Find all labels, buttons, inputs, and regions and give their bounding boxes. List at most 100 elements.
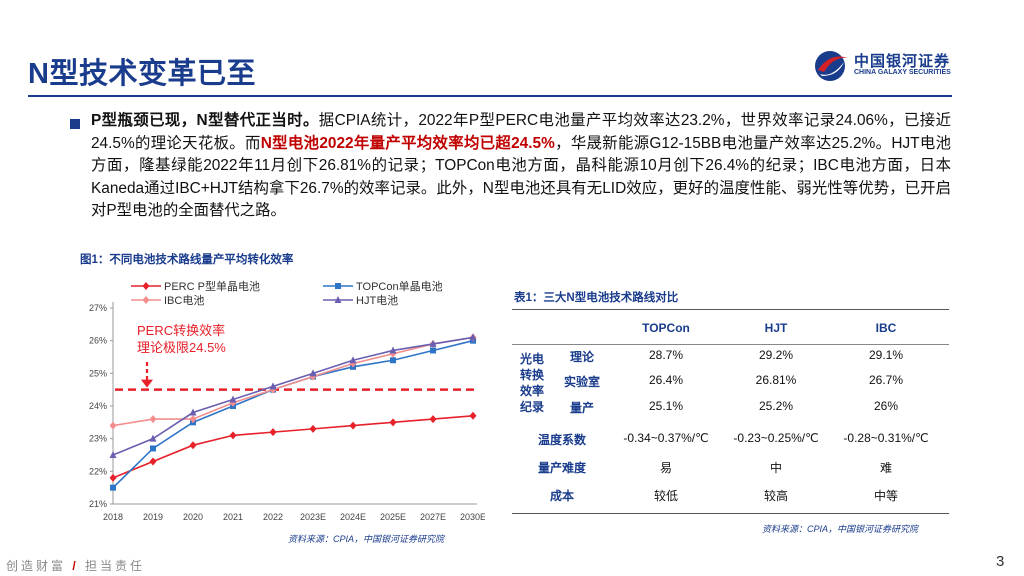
data-point — [349, 356, 357, 364]
column-header-hjt: HJT — [764, 321, 788, 335]
para-highlight: N型电池2022年量产平均效率均已超24.5% — [260, 134, 555, 152]
column-header-ibc: IBC — [875, 321, 897, 335]
row-label-theory: 理论 — [569, 350, 595, 364]
row-label-cost: 成本 — [549, 489, 575, 503]
data-point — [150, 445, 156, 452]
group-label-line-1: 光电 — [519, 352, 545, 366]
cell-difficulty-ibc: 难 — [879, 461, 893, 475]
x-tick-label: 2024E — [340, 512, 366, 522]
comparison-table: TOPCon HJT IBC 光电 转换 效率 纪录 理论 28.7% 29.2… — [512, 309, 949, 514]
x-tick-label: 2021 — [223, 512, 243, 522]
cell-temp-hjt: -0.23~0.25%/℃ — [733, 431, 819, 445]
y-tick-label: 26% — [89, 336, 107, 346]
page-title: N型技术变革已至 — [28, 58, 256, 90]
logo-english-name: CHINA GALAXY SECURITIES — [854, 69, 951, 76]
figure-title: 图1：不同电池技术路线量产平均转化效率 — [80, 254, 294, 266]
footer-slogan-1: 创造财富 — [6, 559, 67, 573]
data-point — [189, 408, 197, 416]
summary-paragraph: P型瓶颈已现，N型替代正当时。据CPIA统计，2022年P型PERC电池量产平均… — [91, 110, 951, 223]
data-point — [389, 418, 397, 427]
x-tick-label: 2030E — [460, 512, 485, 522]
cell-cost-ibc: 中等 — [873, 489, 899, 503]
legend-label: HJT电池 — [356, 294, 398, 307]
data-point — [349, 359, 357, 368]
efficiency-line-chart: 27% 26% 25% 24% 23% 22% 21% 2018 2019 2020 2021 202… — [89, 279, 485, 522]
x-tick-label: 2022 — [263, 512, 283, 522]
data-point — [109, 421, 117, 430]
row-label-mass: 量产 — [569, 401, 595, 415]
para-lead: P型瓶颈已现，N型替代正当时。 — [91, 112, 319, 129]
cell-lab-ibc: 26.7% — [868, 373, 904, 387]
legend-label: TOPCon单晶电池 — [356, 280, 443, 293]
para-text-2: ，华晟新能源G12-15BB电池量产效率达25.2%。HJT电池方面，隆基绿能2… — [91, 134, 952, 220]
table-source: 资料来源：CPIA，中国银河证券研究院 — [762, 524, 919, 534]
annotation-text: 理论极限24.5% — [137, 340, 226, 355]
data-point — [429, 339, 437, 347]
data-point — [149, 457, 157, 466]
data-point — [229, 431, 237, 440]
data-point — [390, 357, 396, 364]
cell-difficulty-topcon: 易 — [659, 461, 673, 475]
data-point — [110, 484, 116, 491]
series-line-2 — [112, 339, 474, 489]
annotation-arrow-head — [141, 379, 153, 388]
data-point — [229, 395, 237, 403]
table-title: 表1：三大N型电池技术路线对比 — [514, 292, 679, 304]
group-label-line-2: 转换 — [519, 368, 545, 382]
group-label-line-3: 效率 — [519, 384, 545, 398]
cell-temp-ibc: -0.28~0.31%/℃ — [843, 431, 929, 445]
data-point — [149, 415, 157, 424]
y-tick-label: 23% — [89, 434, 107, 444]
y-tick-label: 27% — [89, 303, 107, 313]
row-label-lab: 实验室 — [563, 375, 601, 389]
x-tick-label: 2019 — [143, 512, 163, 522]
legend-marker — [142, 296, 150, 304]
series-line-3 — [112, 336, 474, 427]
footer-slogan: 创造财富 / 担当责任 — [6, 557, 145, 574]
footer-slogan-2: 担当责任 — [85, 559, 146, 573]
x-tick-label: 2018 — [103, 512, 123, 522]
cell-mass-hjt: 25.2% — [758, 399, 794, 413]
row-label-temp: 温度系数 — [537, 433, 587, 447]
cell-temp-topcon: -0.34~0.37%/℃ — [623, 431, 709, 445]
logo-chinese-name: 中国银河证券 — [854, 53, 951, 70]
series-line-1 — [112, 415, 474, 479]
title-divider — [28, 95, 952, 97]
series-line-4 — [112, 336, 474, 456]
data-point — [469, 333, 477, 341]
cell-lab-hjt: 26.81% — [755, 373, 797, 387]
y-tick-label: 21% — [89, 499, 107, 509]
y-tick-label: 22% — [89, 466, 107, 476]
para-text-1: 据CPIA统计，2022年P型PERC电池量产平均效率达23.2%，世界效率记录… — [91, 112, 951, 152]
cell-theory-hjt: 29.2% — [758, 348, 794, 362]
x-tick-label: 2027E — [420, 512, 446, 522]
y-tick-label: 25% — [89, 368, 107, 378]
cell-theory-topcon: 28.7% — [648, 348, 684, 362]
data-point — [469, 411, 477, 420]
cell-cost-topcon: 较低 — [653, 489, 679, 503]
data-point — [109, 451, 117, 458]
cell-mass-topcon: 25.1% — [648, 399, 684, 413]
legend-label: IBC电池 — [164, 294, 204, 307]
footer-slash: / — [72, 559, 79, 573]
group-label-line-4: 纪录 — [519, 400, 545, 414]
data-point — [269, 382, 277, 390]
legend-label: PERC P型单晶电池 — [164, 279, 260, 293]
legend-marker — [335, 283, 341, 289]
data-point — [269, 428, 277, 437]
column-header-topcon: TOPCon — [642, 321, 690, 335]
cell-cost-hjt: 较高 — [763, 489, 789, 503]
company-logo: 中国银河证券 CHINA GALAXY SECURITIES — [812, 48, 962, 84]
row-label-difficulty: 量产难度 — [537, 461, 587, 475]
x-tick-label: 2025E — [380, 512, 406, 522]
data-point — [429, 415, 437, 424]
bullet-square-icon — [70, 119, 80, 129]
cell-difficulty-hjt: 中 — [769, 461, 783, 475]
data-point — [430, 347, 436, 354]
data-point — [389, 346, 397, 354]
data-point — [109, 473, 117, 482]
data-point — [269, 385, 277, 394]
cell-theory-ibc: 29.1% — [868, 348, 904, 362]
cell-lab-topcon: 26.4% — [648, 373, 684, 387]
legend-marker — [334, 296, 342, 303]
